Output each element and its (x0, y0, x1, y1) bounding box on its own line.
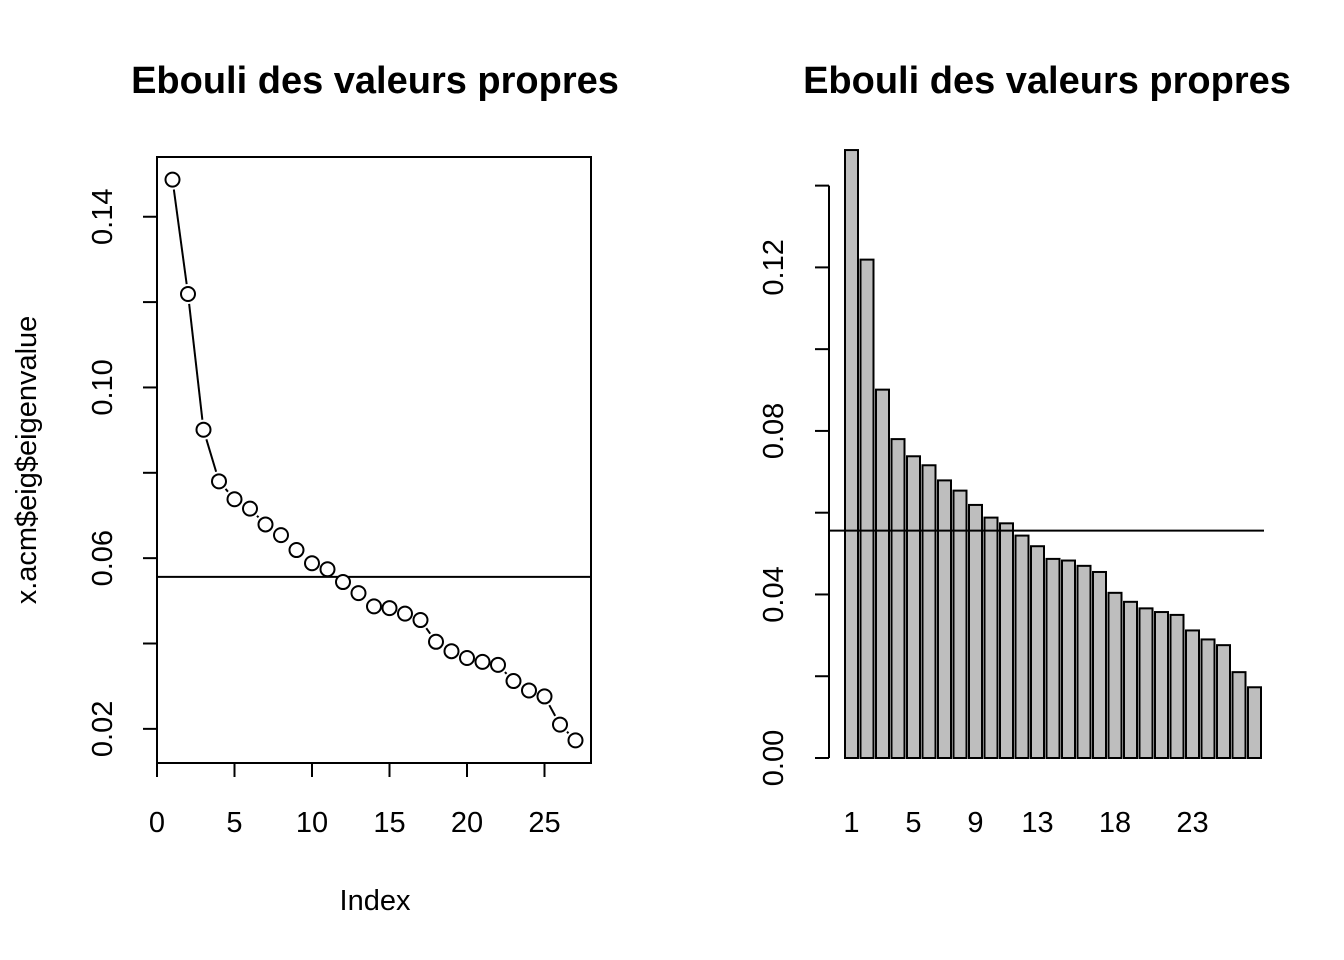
left-y-tick-label: 0.02 (87, 701, 119, 757)
left-chart-title: Ebouli des valeurs propres (131, 60, 619, 102)
left-data-point (319, 561, 336, 578)
left-series-segment (504, 671, 508, 675)
left-data-point (412, 612, 429, 629)
right-bar (1138, 607, 1154, 760)
left-x-tick-label: 5 (226, 807, 242, 839)
left-series-segment (425, 627, 432, 635)
right-bar (1061, 559, 1076, 759)
right-x-tick-label: 5 (905, 807, 921, 839)
left-series-segment (188, 303, 204, 420)
left-data-point (552, 716, 568, 733)
right-bar (1185, 629, 1200, 759)
right-bar (1092, 570, 1107, 759)
left-series-segment (205, 438, 218, 473)
right-x-tick-label: 1 (843, 807, 859, 839)
left-data-point (428, 633, 444, 650)
left-data-point (397, 605, 413, 622)
left-y-tick-label: 0.14 (87, 189, 119, 245)
right-bar (999, 522, 1014, 759)
left-data-point (350, 585, 367, 602)
scree-point-panel: Ebouli des valeurs propres Index x.acm$e… (11, 60, 619, 917)
right-x-tick-label: 18 (1099, 807, 1131, 839)
left-data-point (195, 421, 212, 438)
right-bars (844, 149, 1262, 760)
left-data-point (273, 527, 289, 544)
right-x-tick-label: 9 (967, 807, 983, 839)
right-bar (968, 503, 983, 759)
right-bar (859, 258, 875, 759)
left-series-segment (172, 189, 188, 285)
right-bar (1030, 545, 1045, 759)
left-series-segment (256, 515, 260, 519)
left-data-point (521, 682, 537, 699)
right-bar (1200, 638, 1216, 759)
right-bar (1123, 600, 1138, 760)
left-series-segment (548, 704, 557, 717)
left-x-tick-label: 25 (528, 807, 560, 839)
right-x-axis-labels: 1 5 9 13 18 23 (843, 807, 1208, 839)
left-data-point (474, 653, 491, 670)
left-x-tick-label: 10 (296, 807, 328, 839)
left-data-point (335, 574, 351, 591)
right-bar (906, 455, 921, 759)
left-data-point (505, 673, 522, 690)
right-bar (937, 479, 952, 759)
right-y-tick-label: 0.04 (758, 566, 790, 622)
left-data-point (567, 732, 584, 749)
left-y-axis-title: x.acm$eig$eigenvalue (11, 316, 43, 605)
left-series-segment (224, 488, 229, 493)
left-data-point (366, 598, 382, 615)
left-y-axis: 0.02 0.06 0.10 0.14 (87, 189, 158, 757)
left-data-point (257, 516, 274, 533)
left-y-tick-label: 0.10 (87, 359, 119, 415)
right-bar (1169, 613, 1185, 760)
left-x-tick-label: 20 (451, 807, 483, 839)
right-chart-title: Ebouli des valeurs propres (803, 60, 1291, 102)
right-bar (875, 388, 890, 759)
right-bar (844, 149, 859, 759)
left-plot-frame (156, 156, 592, 764)
left-x-axis-title: Index (340, 885, 411, 917)
left-data-point (459, 650, 475, 667)
left-x-tick-label: 15 (373, 807, 405, 839)
right-bar (1231, 671, 1247, 760)
right-y-tick-label: 0.08 (758, 403, 790, 459)
left-data-point (304, 555, 320, 572)
right-y-tick-label: 0.00 (758, 730, 790, 786)
left-y-tick-label: 0.06 (87, 530, 119, 586)
right-bar (983, 516, 999, 759)
right-bar (1014, 534, 1030, 759)
right-bar (1045, 557, 1061, 759)
left-data-point (242, 500, 258, 517)
right-bar (1154, 611, 1169, 759)
left-data-point (443, 643, 460, 660)
left-data-point (288, 542, 305, 559)
left-data-point (180, 285, 196, 302)
right-bar (1107, 591, 1123, 759)
right-y-tick-label: 0.12 (758, 239, 790, 295)
right-x-tick-label: 13 (1021, 807, 1053, 839)
left-data-point (164, 171, 181, 188)
right-bar (1216, 644, 1231, 759)
scree-bar-panel: Ebouli des valeurs propres 0.000.040.080… (758, 60, 1291, 839)
left-data-point (226, 491, 243, 508)
left-x-axis: 0 5 10 15 20 25 (149, 762, 561, 839)
left-data-point (381, 600, 398, 617)
left-data-point (490, 656, 506, 673)
left-series-points (164, 171, 584, 749)
right-y-axis: 0.00 0.04 0.08 0.12 (758, 184, 830, 786)
right-bar (952, 489, 968, 759)
left-data-point (211, 473, 227, 490)
left-data-point (536, 688, 553, 705)
left-x-tick-label: 0 (149, 807, 165, 839)
right-bar (1076, 564, 1092, 760)
right-bar (890, 438, 906, 759)
left-series-line (172, 189, 570, 734)
right-bar (1247, 686, 1262, 760)
right-bar (921, 464, 937, 759)
left-series-segment (566, 731, 570, 734)
right-x-tick-label: 23 (1176, 807, 1208, 839)
